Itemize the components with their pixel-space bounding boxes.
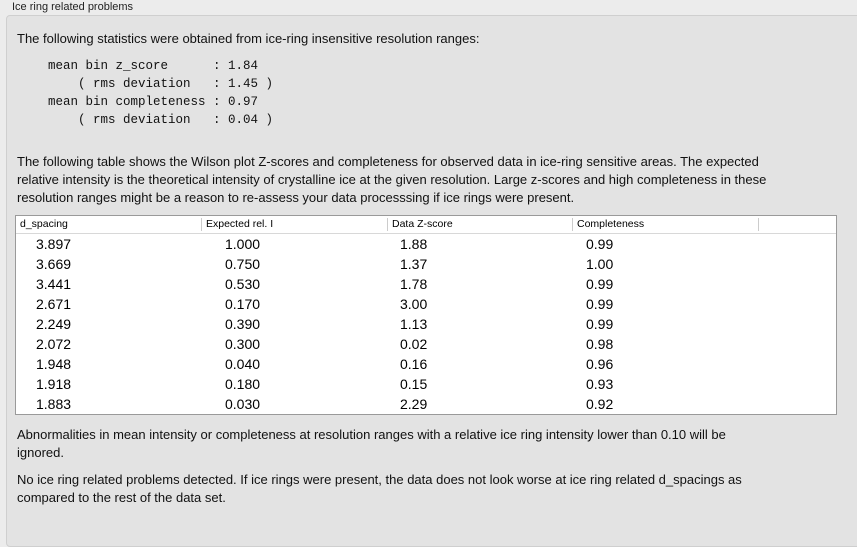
stat-line: mean bin z_score : 1.84 xyxy=(48,59,259,73)
cell-expected-rel-i: 0.180 xyxy=(225,376,261,392)
column-header-completeness[interactable]: Completeness xyxy=(572,218,644,231)
cell-data-z-score: 1.13 xyxy=(400,316,428,332)
cell-data-z-score: 0.02 xyxy=(400,336,428,352)
table-row[interactable]: 2.249 0.390 1.13 0.99 xyxy=(16,314,836,334)
cell-completeness: 0.98 xyxy=(586,336,614,352)
cell-completeness: 1.00 xyxy=(586,256,614,272)
table-header: d_spacing Expected rel. I Data Z-score C… xyxy=(16,216,836,234)
table-row[interactable]: 3.441 0.530 1.78 0.99 xyxy=(16,274,836,294)
cell-expected-rel-i: 0.390 xyxy=(225,316,261,332)
ice-ring-table[interactable]: d_spacing Expected rel. I Data Z-score C… xyxy=(15,215,837,415)
cell-expected-rel-i: 0.530 xyxy=(225,276,261,292)
table-row[interactable]: 1.948 0.040 0.16 0.96 xyxy=(16,354,836,374)
cell-completeness: 0.96 xyxy=(586,356,614,372)
stats-block: mean bin z_score : 1.84 ( rms deviation … xyxy=(48,57,847,129)
cell-d-spacing: 2.671 xyxy=(36,296,72,312)
cell-completeness: 0.92 xyxy=(586,396,614,412)
stat-line: ( rms deviation : 1.45 ) xyxy=(48,77,274,91)
column-header-expected-rel-i[interactable]: Expected rel. I xyxy=(201,218,273,231)
cell-expected-rel-i: 0.750 xyxy=(225,256,261,272)
group-content: The following statistics were obtained f… xyxy=(15,30,847,507)
cell-completeness: 0.99 xyxy=(586,296,614,312)
cell-completeness: 0.99 xyxy=(586,276,614,292)
cell-d-spacing: 3.441 xyxy=(36,276,72,292)
cell-data-z-score: 1.88 xyxy=(400,236,428,252)
note-text: Abnormalities in mean intensity or compl… xyxy=(17,427,726,460)
cell-expected-rel-i: 0.040 xyxy=(225,356,261,372)
cell-d-spacing: 2.249 xyxy=(36,316,72,332)
table-body: 3.897 1.000 1.88 0.99 3.669 0.750 1.37 1.00 3.44… xyxy=(16,234,836,414)
cell-d-spacing: 2.072 xyxy=(36,336,72,352)
group-title: Ice ring related problems xyxy=(12,1,134,13)
cell-data-z-score: 1.37 xyxy=(400,256,428,272)
cell-data-z-score: 1.78 xyxy=(400,276,428,292)
cell-d-spacing: 3.897 xyxy=(36,236,72,252)
cell-expected-rel-i: 1.000 xyxy=(225,236,261,252)
cell-completeness: 0.93 xyxy=(586,376,614,392)
table-row[interactable]: 1.883 0.030 2.29 0.92 xyxy=(16,394,836,414)
column-header-empty xyxy=(758,218,763,231)
stat-line: ( rms deviation : 0.04 ) xyxy=(48,113,274,127)
cell-data-z-score: 0.15 xyxy=(400,376,428,392)
cell-completeness: 0.99 xyxy=(586,236,614,252)
intro-text: The following statistics were obtained f… xyxy=(17,31,480,46)
table-intro-text: The following table shows the Wilson plo… xyxy=(17,154,767,205)
cell-data-z-score: 3.00 xyxy=(400,296,428,312)
table-row[interactable]: 2.671 0.170 3.00 0.99 xyxy=(16,294,836,314)
conclusion-text: No ice ring related problems detected. I… xyxy=(17,472,742,505)
column-header-data-z-score[interactable]: Data Z-score xyxy=(387,218,453,231)
cell-d-spacing: 1.918 xyxy=(36,376,72,392)
cell-expected-rel-i: 0.170 xyxy=(225,296,261,312)
table-row[interactable]: 2.072 0.300 0.02 0.98 xyxy=(16,334,836,354)
stat-line: mean bin completeness : 0.97 xyxy=(48,95,259,109)
cell-d-spacing: 1.948 xyxy=(36,356,72,372)
cell-expected-rel-i: 0.300 xyxy=(225,336,261,352)
cell-d-spacing: 3.669 xyxy=(36,256,72,272)
column-header-d-spacing[interactable]: d_spacing xyxy=(20,218,68,230)
cell-expected-rel-i: 0.030 xyxy=(225,396,261,412)
cell-completeness: 0.99 xyxy=(586,316,614,332)
cell-data-z-score: 0.16 xyxy=(400,356,428,372)
cell-d-spacing: 1.883 xyxy=(36,396,72,412)
table-row[interactable]: 1.918 0.180 0.15 0.93 xyxy=(16,374,836,394)
table-row[interactable]: 3.897 1.000 1.88 0.99 xyxy=(16,234,836,254)
cell-data-z-score: 2.29 xyxy=(400,396,428,412)
table-row[interactable]: 3.669 0.750 1.37 1.00 xyxy=(16,254,836,274)
